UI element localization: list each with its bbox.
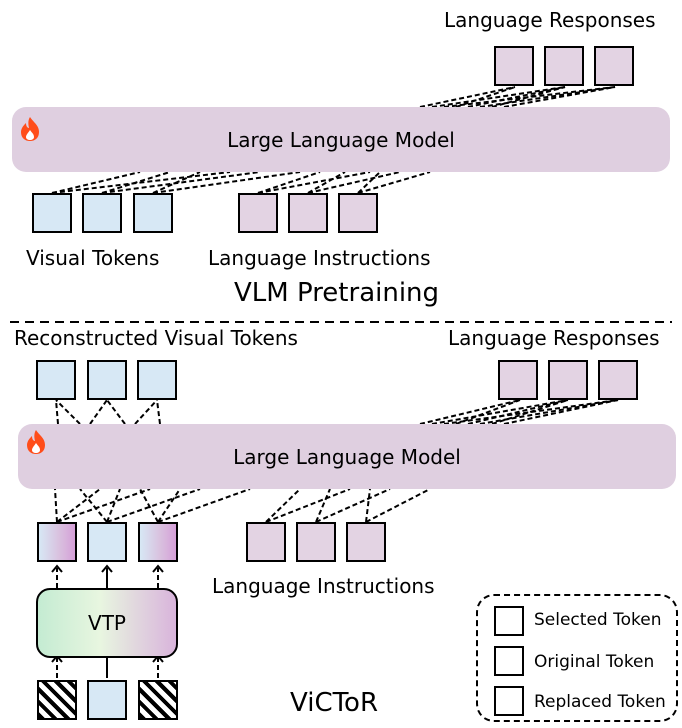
response-token bbox=[594, 46, 634, 86]
original-token bbox=[87, 522, 127, 562]
instruction-token bbox=[288, 193, 328, 233]
legend-original-swatch bbox=[494, 646, 524, 676]
vtp-block: VTP bbox=[36, 588, 178, 658]
flame-icon bbox=[27, 430, 45, 454]
visual-token bbox=[82, 193, 122, 233]
victor-title: ViCToR bbox=[290, 688, 379, 718]
legend-selected-label: Selected Token bbox=[534, 610, 662, 630]
response-token bbox=[548, 360, 588, 400]
selected-token bbox=[138, 680, 178, 720]
legend-original-label: Original Token bbox=[534, 652, 655, 672]
instruction-token bbox=[246, 522, 286, 562]
selected-token bbox=[37, 680, 77, 720]
original-token bbox=[87, 680, 127, 720]
instruction-token bbox=[346, 522, 386, 562]
large-language-model-block: Large Language Model bbox=[12, 107, 670, 172]
reconstructed-token bbox=[36, 360, 76, 400]
visual-token bbox=[133, 193, 173, 233]
llm-label: Large Language Model bbox=[233, 445, 461, 469]
language-instructions-label: Language Instructions bbox=[212, 574, 435, 598]
legend: Selected Token Original Token Replaced T… bbox=[476, 594, 678, 722]
response-token bbox=[544, 46, 584, 86]
response-token bbox=[494, 46, 534, 86]
reconstructed-visual-tokens-label: Reconstructed Visual Tokens bbox=[14, 326, 298, 350]
instruction-token bbox=[338, 193, 378, 233]
instruction-token bbox=[296, 522, 336, 562]
response-token bbox=[498, 360, 538, 400]
reconstructed-token bbox=[87, 360, 127, 400]
vlm-pretraining-title: VLM Pretraining bbox=[234, 278, 440, 308]
vtp-label: VTP bbox=[88, 611, 126, 635]
language-responses-label: Language Responses bbox=[448, 326, 660, 350]
instruction-token bbox=[238, 193, 278, 233]
large-language-model-block: Large Language Model bbox=[18, 424, 676, 489]
legend-replaced-swatch bbox=[494, 686, 524, 716]
reconstructed-token bbox=[137, 360, 177, 400]
legend-selected-swatch bbox=[494, 606, 524, 636]
visual-tokens-label: Visual Tokens bbox=[26, 246, 160, 270]
language-instructions-label: Language Instructions bbox=[208, 246, 431, 270]
replaced-token bbox=[37, 522, 77, 562]
legend-replaced-label: Replaced Token bbox=[534, 692, 666, 712]
response-token bbox=[598, 360, 638, 400]
flame-icon bbox=[21, 117, 39, 141]
replaced-token bbox=[138, 522, 178, 562]
visual-token bbox=[32, 193, 72, 233]
language-responses-label: Language Responses bbox=[444, 8, 656, 32]
llm-label: Large Language Model bbox=[227, 128, 455, 152]
